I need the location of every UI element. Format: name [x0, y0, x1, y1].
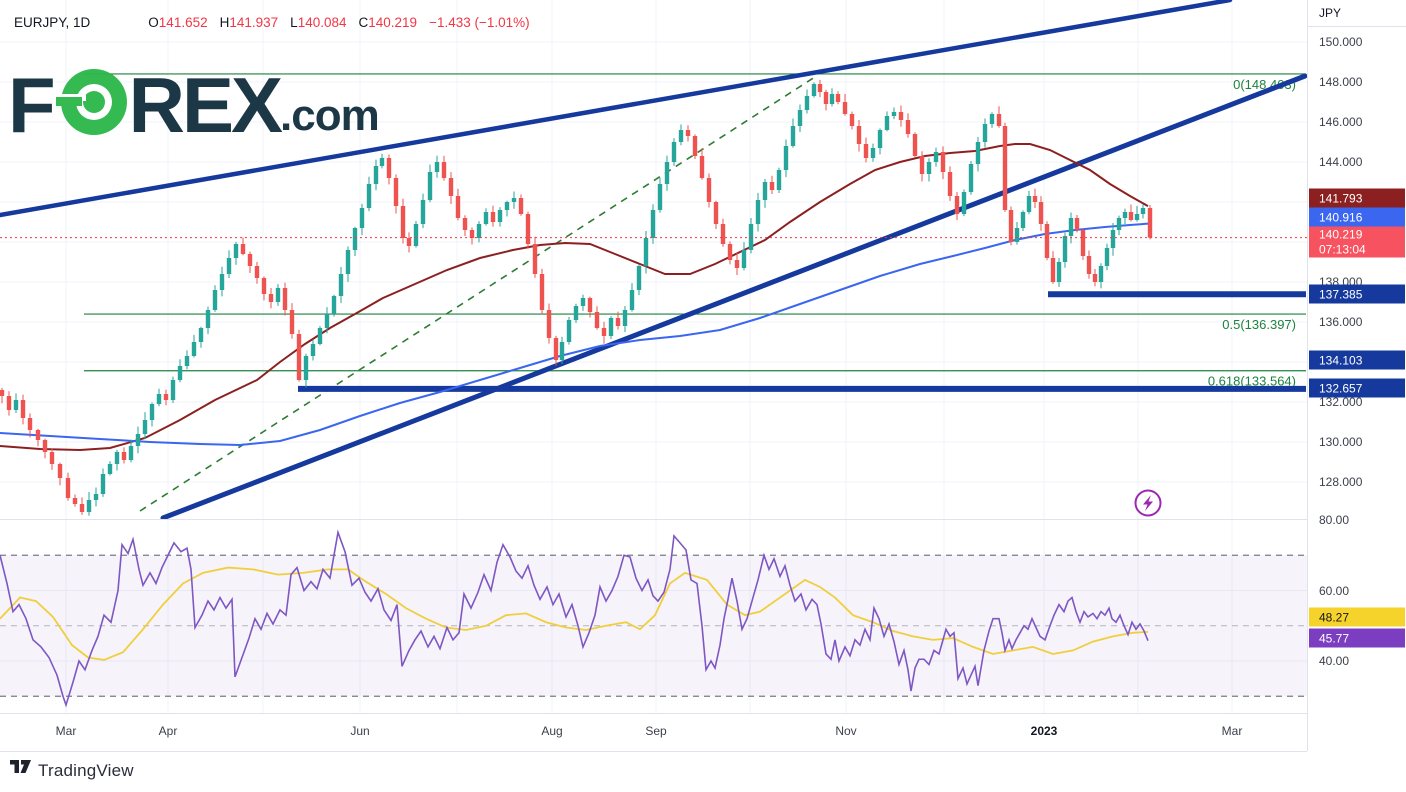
- chart-canvas[interactable]: 0(148.403)0.5(136.397)0.618(133.564): [0, 0, 1307, 750]
- price-axis-unit-label: JPY: [1308, 0, 1406, 27]
- axis-tick-label: 132.000: [1319, 395, 1363, 409]
- ma-fast-line: [0, 222, 1149, 447]
- forex-o-logo-icon: [55, 66, 128, 143]
- axis-tick-label: 150.000: [1319, 35, 1363, 49]
- ohlc-value: 141.652: [158, 14, 208, 30]
- moving-averages: [0, 143, 1149, 452]
- change-readout: −1.433 (−1.01%): [429, 14, 530, 30]
- axis-tick-label: 146.000: [1319, 115, 1363, 129]
- forex-com-watermark: F REX .com: [8, 61, 380, 149]
- ohlc-letter: L: [290, 14, 298, 30]
- price-axis[interactable]: JPY 150.000 148.000 146.000 144.000 138.000 1…: [1307, 0, 1406, 750]
- time-tick-label[interactable]: Mar: [55, 724, 77, 738]
- time-tick-label[interactable]: 2023: [1030, 724, 1058, 738]
- time-tick-label[interactable]: Sep: [645, 724, 667, 738]
- rsi-band: [0, 554, 1307, 697]
- price-badge: 137.385: [1309, 284, 1405, 304]
- watermark-com: .com: [280, 91, 380, 140]
- tradingview-attribution[interactable]: TradingView: [10, 760, 134, 781]
- watermark-rex: REX: [128, 61, 283, 149]
- axis-tick-label: 80.00: [1319, 513, 1350, 527]
- axis-tick-label: 136.000: [1319, 315, 1363, 329]
- fib-label: 0.618(133.564): [1208, 374, 1296, 389]
- fib-label: 0.5(136.397): [1222, 317, 1296, 332]
- axis-tick-label: 128.000: [1319, 475, 1363, 489]
- axis-corner: [1307, 713, 1406, 751]
- rsi-line: [0, 529, 1149, 708]
- axis-tick-label: 144.000: [1319, 155, 1363, 169]
- symbol-title[interactable]: EURJPY, 1D: [14, 14, 91, 30]
- axis-tick-label: 130.000: [1319, 435, 1363, 449]
- time-tick-label[interactable]: Mar: [1221, 724, 1243, 738]
- ma-slow-line: [0, 143, 1149, 452]
- time-tick-label[interactable]: Apr: [158, 724, 178, 738]
- tradingview-label[interactable]: TradingView: [38, 760, 134, 780]
- time-tick-label[interactable]: Nov: [835, 724, 857, 738]
- trendline-upper-channel: [0, 0, 1233, 218]
- price-badge: 45.77: [1309, 628, 1405, 648]
- price-badge: 134.103: [1309, 350, 1405, 370]
- tradingview-logo-icon[interactable]: [10, 760, 31, 781]
- axis-tick-label: 60.00: [1319, 583, 1350, 598]
- ohlc-letter: O: [148, 14, 159, 30]
- price-badge: 140.219 07:13:04: [1309, 226, 1405, 258]
- axis-tick-label: 40.00: [1319, 654, 1350, 668]
- gridlines: [0, 0, 1307, 713]
- price-badge: 141.793: [1309, 188, 1405, 208]
- instant-trading-icon[interactable]: [1134, 489, 1162, 517]
- dashed-trendline: [139, 74, 819, 512]
- ohlc-readout: O141.652 H141.937 L140.084 C140.219: [136, 15, 417, 30]
- price-badge: 132.657: [1309, 378, 1405, 398]
- time-axis[interactable]: Mar Apr Jun Aug Sep Nov 2023 Mar: [0, 713, 1307, 752]
- ohlc-value: 140.084: [297, 14, 347, 30]
- rsi-indicator: [0, 529, 1149, 708]
- trendlines: [0, 0, 1307, 519]
- time-tick-label[interactable]: Jun: [350, 724, 370, 738]
- axis-tick-label: 148.000: [1319, 75, 1363, 89]
- rsi-ma-line: [0, 566, 1149, 661]
- symbol-legend[interactable]: EURJPY, 1D O141.652 H141.937 L140.084 C140.…: [14, 12, 530, 32]
- time-tick-label[interactable]: Aug: [541, 724, 563, 738]
- price-badge: 140.916: [1309, 207, 1405, 227]
- candles: [0, 79, 1153, 516]
- fib-retracement: 0(148.403)0.5(136.397)0.618(133.564): [84, 73, 1306, 389]
- ohlc-letter: H: [219, 14, 230, 30]
- price-badge: 48.27: [1309, 607, 1405, 627]
- trendline-lower-channel: [160, 73, 1307, 519]
- ohlc-value: 141.937: [229, 14, 279, 30]
- ohlc-value: 140.219: [368, 14, 418, 30]
- ohlc-letter: C: [358, 14, 369, 30]
- watermark-f: F: [8, 61, 56, 149]
